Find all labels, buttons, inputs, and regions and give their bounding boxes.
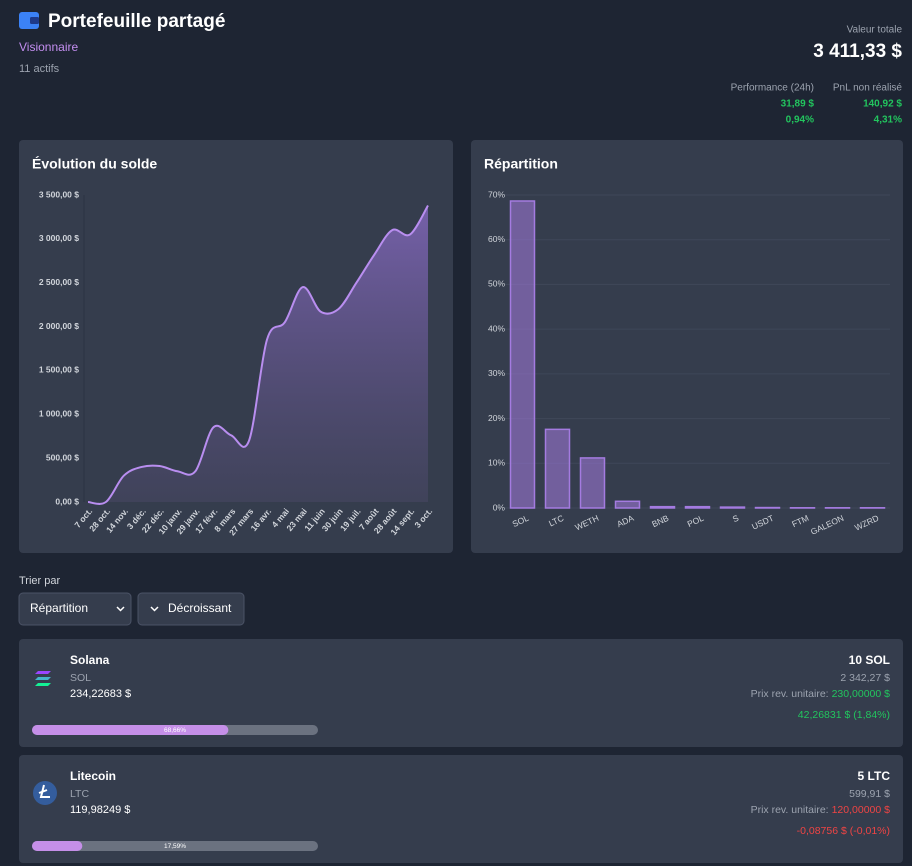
bar <box>649 505 676 509</box>
y-tick-label: 10% <box>488 458 505 468</box>
page-title: Portefeuille partagé <box>48 11 225 32</box>
cost-value: 230,00000 $ <box>832 688 891 700</box>
allocation-label: 68,66% <box>164 727 186 734</box>
quantity: 10 SOL <box>849 653 890 667</box>
cost-value: 120,00000 $ <box>832 804 891 816</box>
y-tick-label: 40% <box>488 323 505 333</box>
asset-name: Solana <box>70 653 110 667</box>
cost-label: Prix rev. unitaire: <box>751 688 829 700</box>
sort-select[interactable]: Répartition <box>18 592 132 626</box>
pnl: -0,08756 $ (-0,01%) <box>797 825 890 837</box>
asset-count: 11 actifs <box>19 63 60 75</box>
solana-icon <box>35 683 51 686</box>
bar <box>509 200 536 509</box>
bar <box>684 505 711 509</box>
allocation-bar <box>32 841 83 851</box>
y-tick-label: 500,00 $ <box>46 452 79 462</box>
allocation-panel <box>471 140 903 553</box>
asset-price: 234,22683 $ <box>70 688 131 700</box>
solana-icon <box>35 677 51 680</box>
allocation-bar <box>32 725 229 735</box>
panel-title: Répartition <box>484 156 558 172</box>
bar <box>719 506 746 509</box>
y-tick-label: 0,00 $ <box>55 496 79 506</box>
cost-label: Prix rev. unitaire: <box>751 804 829 816</box>
y-tick-label: 20% <box>488 413 505 423</box>
y-tick-label: 30% <box>488 368 505 378</box>
y-tick-label: 60% <box>488 234 505 244</box>
cost-line: Prix rev. unitaire: 230,00000 $ <box>751 688 891 700</box>
card-box <box>19 755 903 863</box>
total-value: 3 411,33 $ <box>813 41 902 62</box>
allocation-track <box>32 841 318 851</box>
quantity: 5 LTC <box>858 769 891 783</box>
panel-title: Évolution du solde <box>32 156 157 172</box>
bar <box>614 500 641 509</box>
solana-icon <box>35 671 51 674</box>
card-box <box>19 639 903 747</box>
y-tick-label: 0% <box>493 502 506 512</box>
y-tick-label: 3 500,00 $ <box>39 189 79 199</box>
allocation-label: 17,59% <box>164 843 186 850</box>
wallet-icon <box>19 12 39 29</box>
pnl-label: PnL non réalisé <box>833 83 903 94</box>
bar <box>544 428 571 509</box>
asset-value: 599,91 $ <box>849 788 890 800</box>
y-tick-label: 50% <box>488 279 505 289</box>
select-value[interactable]: Répartition <box>30 601 88 615</box>
button-label[interactable]: Décroissant <box>168 601 232 615</box>
y-tick-label: 2 000,00 $ <box>39 321 79 331</box>
tier: Visionnaire <box>19 40 78 54</box>
y-tick-label: 1 500,00 $ <box>39 365 79 375</box>
pnl-pct: 4,31% <box>874 115 902 126</box>
asset-symbol: LTC <box>70 788 89 800</box>
button-box[interactable] <box>137 592 245 626</box>
perf-label: Performance (24h) <box>731 83 814 94</box>
order-button[interactable]: Décroissant <box>137 592 245 626</box>
asset-price: 119,98249 $ <box>70 804 130 816</box>
cost-line: Prix rev. unitaire: 120,00000 $ <box>751 804 891 816</box>
select-box[interactable] <box>18 592 132 626</box>
asset-symbol: SOL <box>70 672 91 684</box>
asset-name: Litecoin <box>70 769 116 783</box>
sort-label: Trier par <box>19 575 60 587</box>
total-label: Valeur totale <box>847 25 903 36</box>
litecoin-glyph <box>38 784 50 798</box>
y-tick-label: 2 500,00 $ <box>39 277 79 287</box>
chevron <box>116 606 125 612</box>
balance-area <box>88 205 428 504</box>
pnl-value: 140,92 $ <box>863 99 902 110</box>
asset-value: 2 342,27 $ <box>840 672 890 684</box>
y-tick-label: 1 000,00 $ <box>39 409 79 419</box>
bar <box>579 457 606 509</box>
litecoin-icon <box>33 781 57 805</box>
x-tick-label: S <box>731 513 741 525</box>
asset-card: Litecoin LTC 119,98249 $ 17,59% 5 LTC 599,91 … <box>19 755 903 863</box>
perf-value: 31,89 $ <box>781 99 815 110</box>
pnl: 42,26831 $ (1,84%) <box>798 709 890 721</box>
perf-pct: 0,94% <box>786 115 814 126</box>
y-tick-label: 70% <box>488 189 505 199</box>
asset-card: Solana SOL 234,22683 $ 68,66% 10 SOL 2 342,27… <box>19 639 903 747</box>
balance-line <box>87 205 429 505</box>
y-tick-label: 3 000,00 $ <box>39 233 79 243</box>
chevron <box>150 606 159 612</box>
